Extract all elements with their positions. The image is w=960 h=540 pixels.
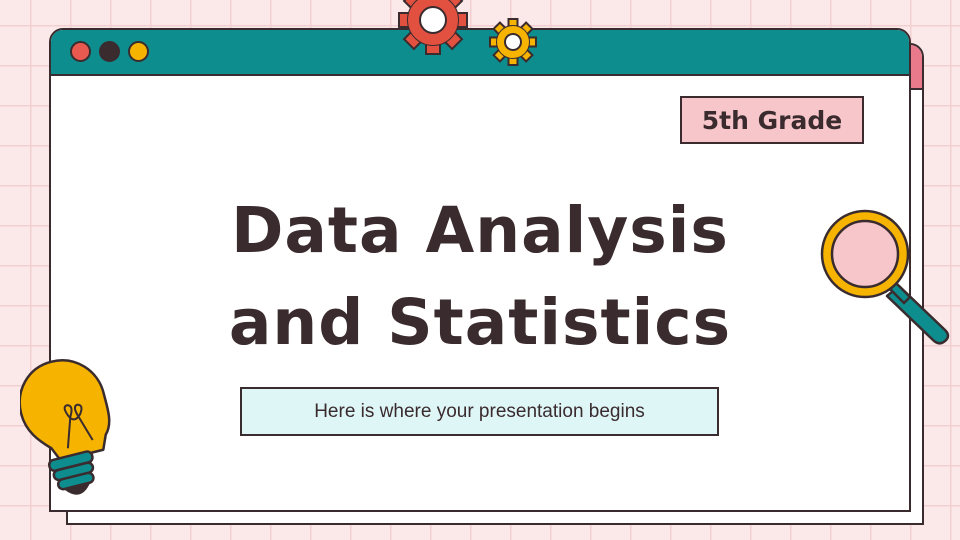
magnifying-glass-icon (820, 209, 950, 345)
slide-title-line-1: Data Analysis (231, 194, 729, 267)
small-gear-icon (489, 18, 537, 66)
subtitle-box: Here is where your presentation begins (240, 387, 719, 436)
grade-badge: 5th Grade (680, 96, 864, 144)
slide-title: Data Analysis and Statistics (140, 185, 820, 369)
close-dot-icon[interactable] (70, 41, 91, 62)
subtitle-text: Here is where your presentation begins (314, 400, 645, 422)
maximize-dot-icon[interactable] (128, 41, 149, 62)
large-gear-icon (398, 0, 468, 55)
lightbulb-icon (20, 359, 111, 495)
slide-title-line-2: and Statistics (228, 286, 732, 359)
minimize-dot-icon[interactable] (99, 41, 120, 62)
window-titlebar (51, 30, 909, 76)
